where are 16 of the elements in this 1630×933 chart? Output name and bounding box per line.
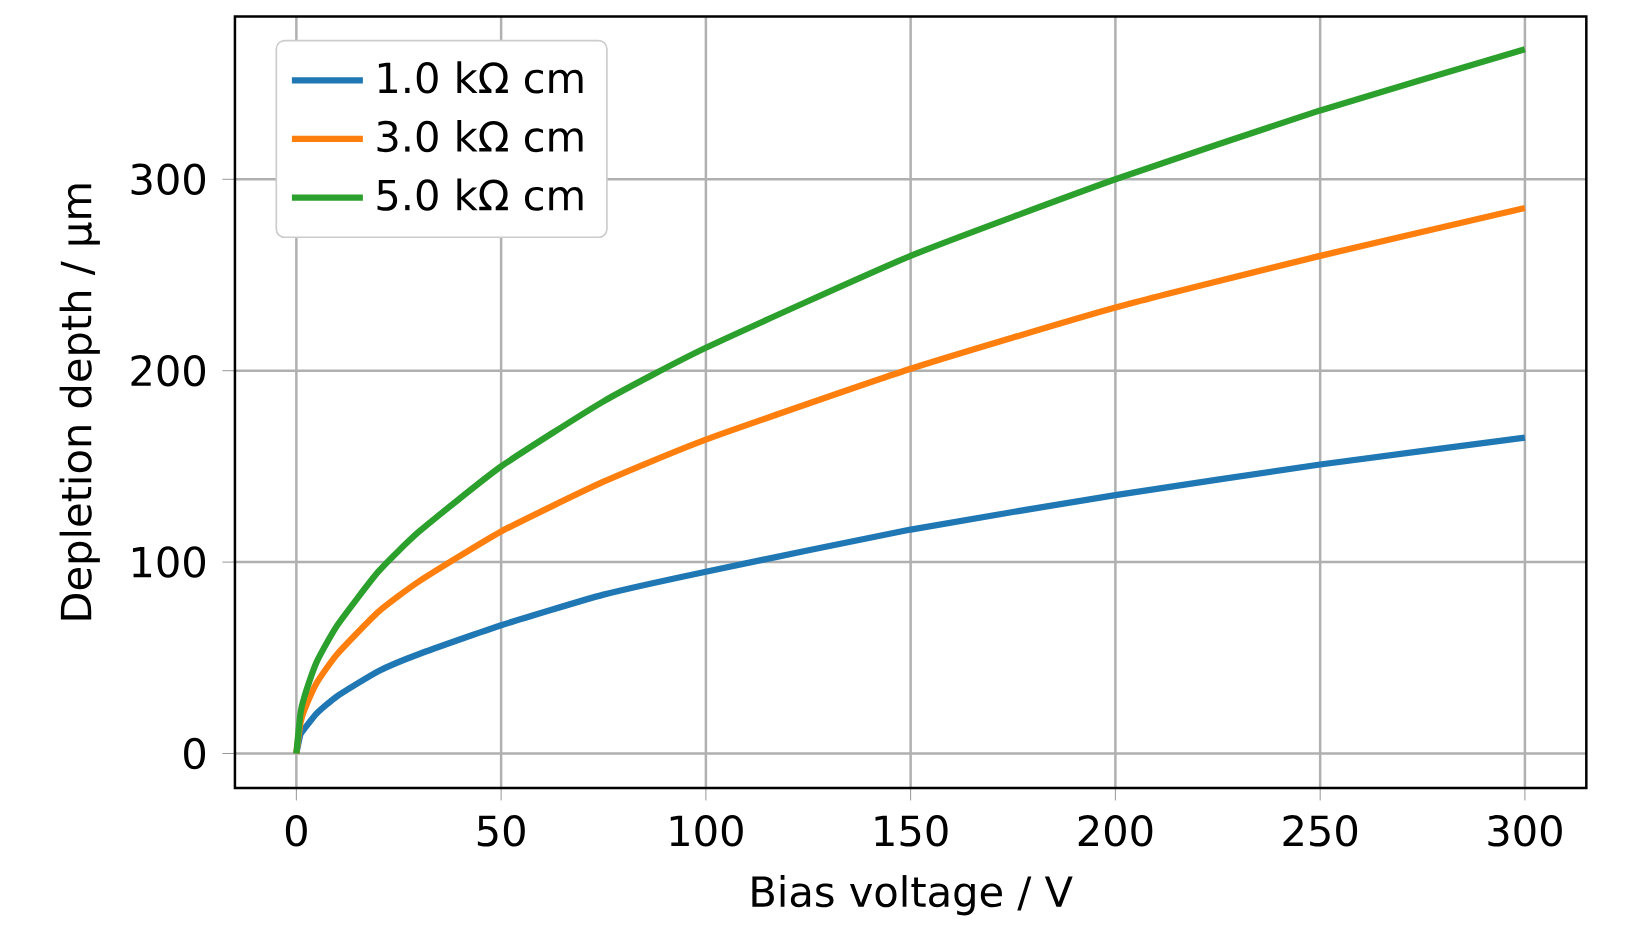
y-tick-label: 0 xyxy=(184,737,206,769)
x-tick-label: 0 xyxy=(285,814,307,847)
legend-label: 3.0 kΩ cm xyxy=(377,119,583,152)
x-tick-label: 300 xyxy=(1488,814,1562,847)
y-tick-label: 200 xyxy=(131,354,206,387)
y-tick-label: 100 xyxy=(132,546,206,578)
y-axis-title: Depletion depth / µm xyxy=(59,184,100,620)
legend-label: 5.0 kΩ cm xyxy=(377,178,583,211)
x-tick-label: 100 xyxy=(670,814,743,847)
x-axis-title: Bias voltage / V xyxy=(752,874,1073,916)
x-tick-label: 150 xyxy=(875,814,948,847)
y-tick-label: 300 xyxy=(131,163,206,195)
x-tick-label: 200 xyxy=(1078,814,1153,847)
legend-label: 1.0 kΩ cm xyxy=(378,61,583,94)
x-tick-label: 250 xyxy=(1283,814,1358,847)
x-tick-label: 50 xyxy=(477,814,525,847)
